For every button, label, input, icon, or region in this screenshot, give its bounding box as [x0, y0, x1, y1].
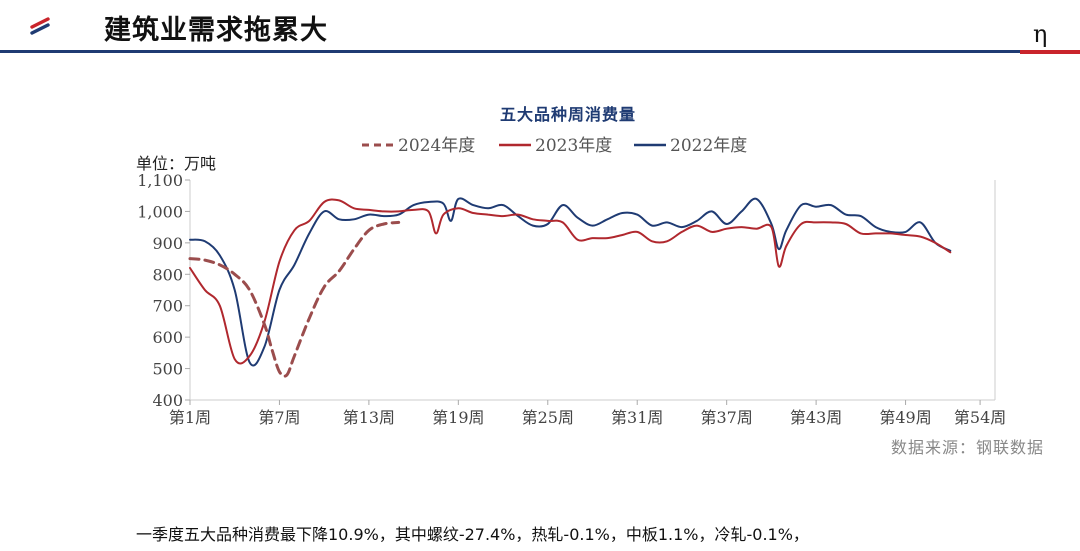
x-tick-label: 第54周 — [954, 408, 1006, 427]
footnote-text: 一季度五大品种消费最下降10.9%，其中螺纹-27.4%，热轧-0.1%，中板1… — [136, 525, 809, 544]
legend-label: 2022年度 — [670, 136, 747, 156]
x-tick-label: 第13周 — [343, 408, 395, 427]
page-header: 建筑业需求拖累大 η — [0, 0, 1080, 56]
chart-legend: 2024年度 2023年度 2022年度 — [362, 136, 747, 156]
y-tick-label: 800 — [152, 265, 183, 284]
y-tick-label: 400 — [152, 391, 183, 410]
legend-label: 2023年度 — [535, 136, 612, 156]
x-tick-label: 第25周 — [522, 408, 574, 427]
y-tick-label: 600 — [152, 328, 183, 347]
x-tick-label: 第37周 — [700, 408, 752, 427]
x-tick-label: 第19周 — [432, 408, 484, 427]
y-tick-label: 700 — [152, 297, 183, 316]
header-rule-red — [1020, 50, 1080, 54]
source-note: 数据来源：钢联数据 — [891, 438, 1044, 457]
x-tick-label: 第43周 — [790, 408, 842, 427]
header-rule-blue — [0, 50, 1020, 53]
legend-label: 2024年度 — [398, 136, 475, 156]
chart-series — [188, 197, 952, 378]
x-tick-label: 第31周 — [611, 408, 663, 427]
series-line-2024 — [188, 220, 401, 378]
y-tick-label: 1,000 — [137, 202, 183, 221]
x-tick-label: 第49周 — [879, 408, 931, 427]
x-tick-label: 第1周 — [169, 408, 211, 427]
x-axis-ticks: 第1周 第7周 第13周 第19周 第25周 第31周 第37周 第43周 第49周 第54周 — [169, 400, 1006, 427]
y-tick-label: 900 — [152, 234, 183, 253]
series-line-2023 — [189, 198, 952, 365]
x-tick-label: 第7周 — [258, 408, 300, 427]
y-tick-label: 500 — [152, 360, 183, 379]
page-title: 建筑业需求拖累大 — [104, 15, 328, 46]
corner-glyph: η — [1033, 20, 1048, 48]
y-axis-ticks: 400 500 600 700 800 900 1,000 1,100 — [137, 171, 190, 410]
series-line-2022 — [189, 197, 952, 367]
brand-logo-icon — [30, 17, 50, 35]
line-chart: 五大品种周消费量 2024年度 2023年度 2022年度 单位：万吨 400 500… — [136, 105, 1044, 457]
y-tick-label: 1,100 — [137, 171, 183, 190]
chart-title: 五大品种周消费量 — [500, 105, 636, 124]
unit-label: 单位：万吨 — [136, 154, 216, 173]
